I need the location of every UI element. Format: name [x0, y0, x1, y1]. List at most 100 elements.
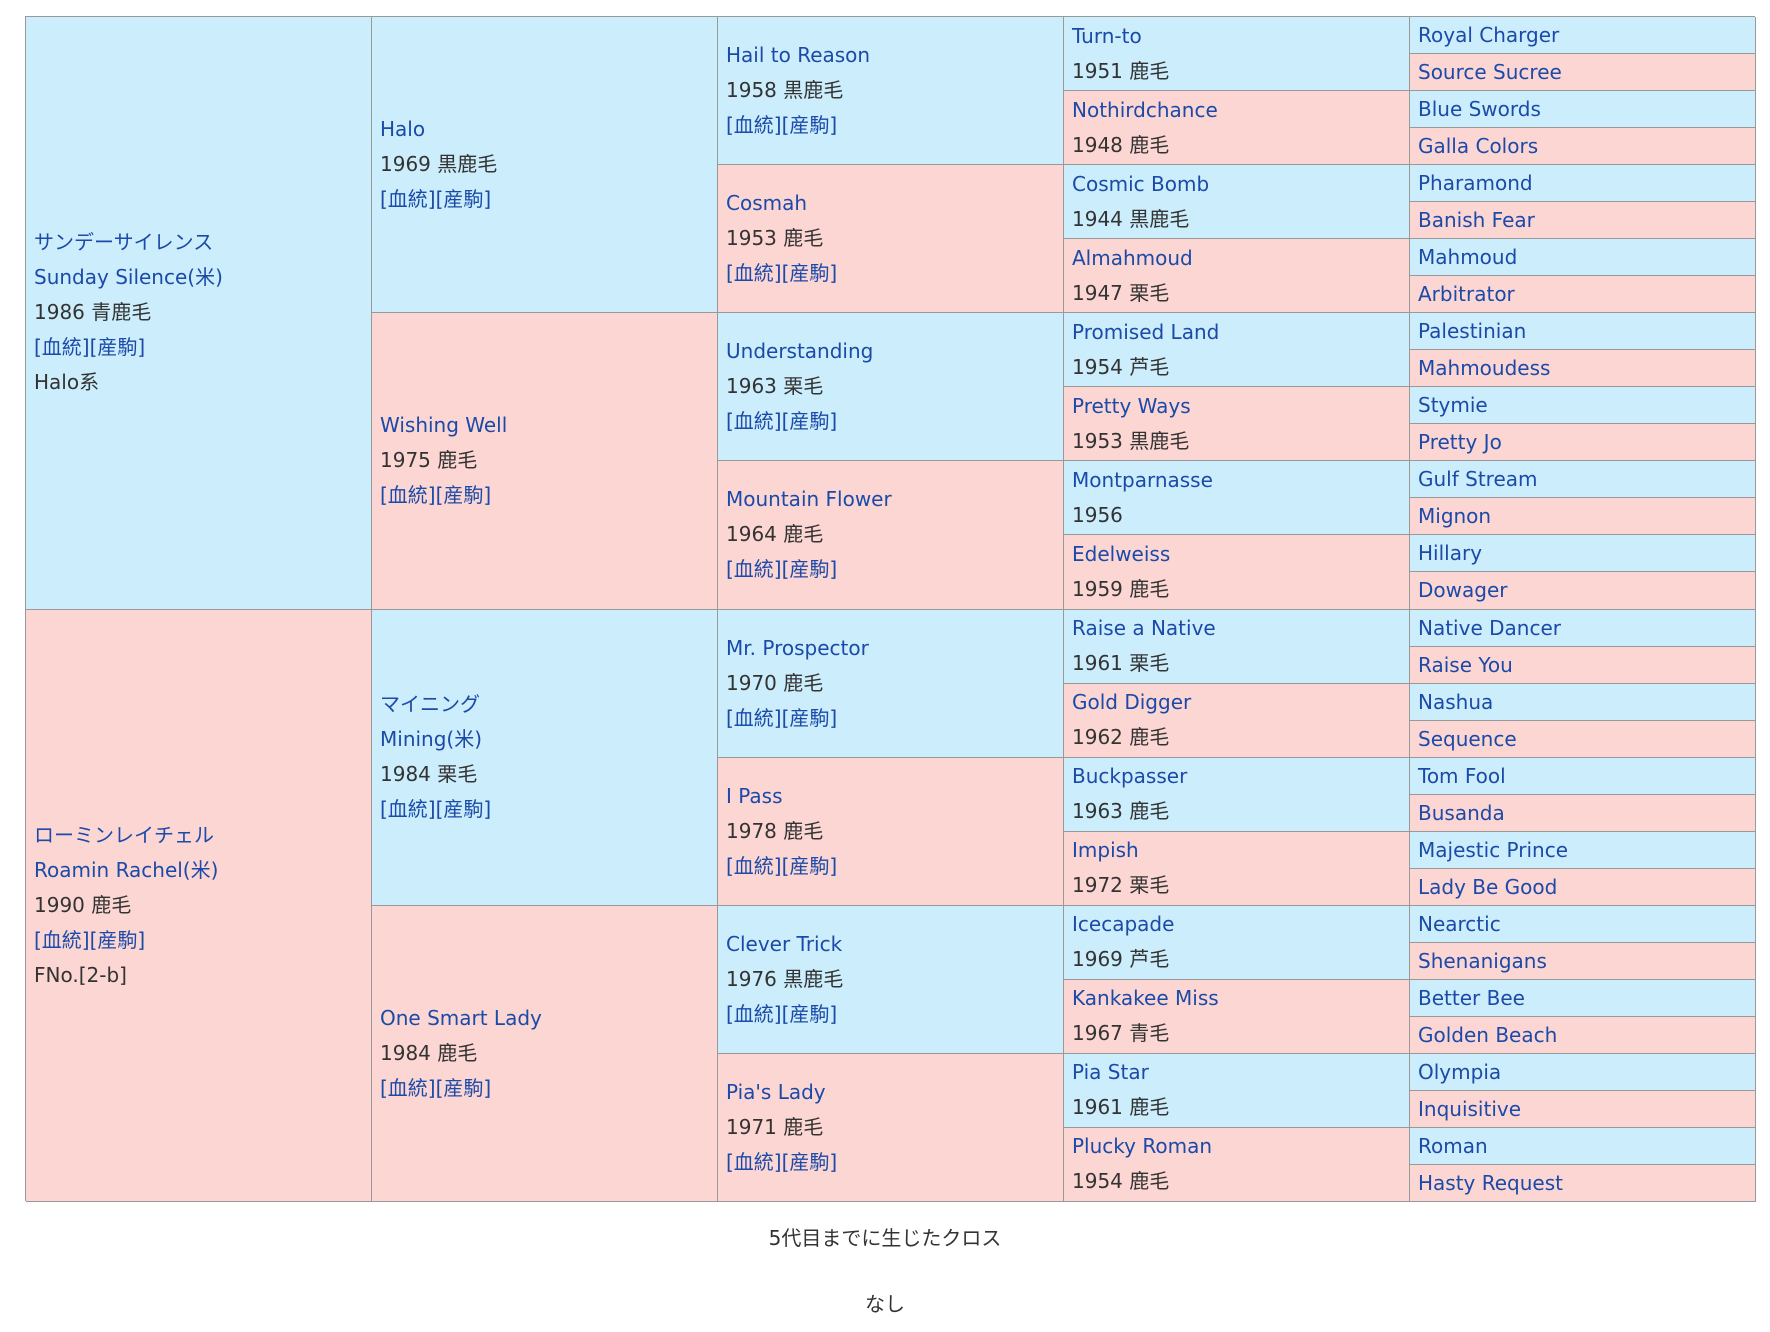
horse-name-link[interactable]: Better Bee: [1418, 985, 1525, 1010]
pedigree-cell-gen5: Galla Colors: [1410, 128, 1756, 166]
horse-pedigree-links[interactable]: [血統][産駒]: [726, 557, 838, 582]
horse-name-en-link[interactable]: Roamin Rachel(米): [34, 857, 219, 882]
horse-year-color: 1961 栗毛: [1072, 651, 1170, 676]
horse-pedigree-links[interactable]: [血統][産駒]: [726, 261, 838, 286]
horse-name-link[interactable]: I Pass: [726, 783, 783, 808]
horse-year-color: 1953 鹿毛: [726, 226, 824, 251]
horse-pedigree-links[interactable]: [血統][産駒]: [380, 187, 492, 212]
cross-value: なし: [865, 1292, 905, 1316]
horse-name-ja-link[interactable]: サンデーサイレンス: [34, 230, 214, 255]
horse-name-link[interactable]: Plucky Roman: [1072, 1134, 1212, 1159]
horse-name-link[interactable]: Hasty Request: [1418, 1170, 1563, 1195]
horse-name-link[interactable]: Olympia: [1418, 1059, 1502, 1084]
horse-name-link[interactable]: Icecapade: [1072, 912, 1175, 937]
horse-name-link[interactable]: Understanding: [726, 339, 874, 364]
horse-name-link[interactable]: Kankakee Miss: [1072, 986, 1219, 1011]
horse-name-link[interactable]: Gold Digger: [1072, 690, 1192, 715]
horse-name-link[interactable]: Turn-to: [1072, 23, 1142, 48]
horse-name-link[interactable]: Mr. Prospector: [726, 635, 869, 660]
horse-name-link[interactable]: Cosmah: [726, 191, 808, 216]
horse-pedigree-links[interactable]: [血統][産駒]: [726, 853, 838, 878]
pedigree-cell-gen5: Lady Be Good: [1410, 868, 1756, 906]
horse-name-en-link[interactable]: Mining(米): [380, 727, 483, 752]
horse-pedigree-links[interactable]: [血統][産駒]: [726, 705, 838, 730]
pedigree-cell-gen5: Stymie: [1410, 387, 1756, 425]
horse-name-link[interactable]: Inquisitive: [1418, 1096, 1522, 1121]
horse-pedigree-links[interactable]: [血統][産駒]: [380, 797, 492, 822]
horse-name-link[interactable]: Hillary: [1418, 541, 1483, 566]
horse-name-link[interactable]: One Smart Lady: [380, 1005, 542, 1030]
horse-name-link[interactable]: Palestinian: [1418, 319, 1527, 344]
horse-name-link[interactable]: Galla Colors: [1418, 134, 1539, 159]
pedigree-cell-gen3: Understanding 1963 栗毛 [血統][産駒]: [718, 313, 1064, 462]
horse-name-link[interactable]: Clever Trick: [726, 931, 843, 956]
horse-name-link[interactable]: Mahmoudess: [1418, 356, 1551, 381]
horse-name-link[interactable]: Halo: [380, 117, 426, 142]
horse-name-link[interactable]: Dowager: [1418, 578, 1508, 603]
horse-name-link[interactable]: Shenanigans: [1418, 948, 1547, 973]
horse-year-color: 1967 青毛: [1072, 1021, 1170, 1046]
horse-year-color: 1962 鹿毛: [1072, 725, 1170, 750]
horse-pedigree-links[interactable]: [血統][産駒]: [726, 113, 838, 138]
horse-name-link[interactable]: Blue Swords: [1418, 97, 1541, 122]
horse-name-link[interactable]: Cosmic Bomb: [1072, 171, 1210, 196]
horse-name-link[interactable]: Pharamond: [1418, 171, 1533, 196]
pedigree-cell-gen5: Arbitrator: [1410, 276, 1756, 314]
horse-pedigree-links[interactable]: [血統][産駒]: [34, 927, 146, 952]
horse-name-link[interactable]: Mahmoud: [1418, 245, 1518, 270]
horse-name-link[interactable]: Arbitrator: [1418, 282, 1515, 307]
horse-name-link[interactable]: Native Dancer: [1418, 615, 1561, 640]
horse-name-link[interactable]: Impish: [1072, 838, 1139, 863]
horse-name-link[interactable]: Wishing Well: [380, 413, 508, 438]
horse-pedigree-links[interactable]: [血統][産駒]: [380, 1075, 492, 1100]
horse-name-link[interactable]: Pretty Jo: [1418, 430, 1502, 455]
horse-name-link[interactable]: Sequence: [1418, 726, 1517, 751]
pedigree-cell-gen5: Blue Swords: [1410, 91, 1756, 129]
horse-name-link[interactable]: Gulf Stream: [1418, 467, 1538, 492]
horse-name-link[interactable]: Busanda: [1418, 800, 1505, 825]
horse-name-link[interactable]: Stymie: [1418, 393, 1488, 418]
horse-name-link[interactable]: Hail to Reason: [726, 43, 871, 68]
pedigree-cell-gen5: Royal Charger: [1410, 17, 1756, 55]
horse-name-link[interactable]: Tom Fool: [1418, 763, 1506, 788]
horse-name-link[interactable]: Nashua: [1418, 689, 1494, 714]
horse-name-link[interactable]: Buckpasser: [1072, 764, 1188, 789]
horse-pedigree-links[interactable]: [血統][産駒]: [34, 335, 146, 360]
horse-name-link[interactable]: Promised Land: [1072, 319, 1220, 344]
horse-name-link[interactable]: Majestic Prince: [1418, 837, 1569, 862]
horse-name-link[interactable]: Nearctic: [1418, 911, 1501, 936]
horse-name-link[interactable]: Almahmoud: [1072, 245, 1193, 270]
horse-name-link[interactable]: Pia's Lady: [726, 1079, 826, 1104]
horse-name-link[interactable]: Pretty Ways: [1072, 393, 1191, 418]
horse-name-en-link[interactable]: Sunday Silence(米): [34, 265, 223, 290]
horse-year-color: 1947 栗毛: [1072, 280, 1170, 305]
horse-pedigree-links[interactable]: [血統][産駒]: [726, 1001, 838, 1026]
horse-pedigree-links[interactable]: [血統][産駒]: [726, 1149, 838, 1174]
horse-name-link[interactable]: Golden Beach: [1418, 1022, 1558, 1047]
horse-name-ja-link[interactable]: ローミンレイチェル: [34, 822, 214, 847]
horse-name-link[interactable]: Nothirdchance: [1072, 97, 1218, 122]
horse-name-link[interactable]: Raise You: [1418, 652, 1513, 677]
horse-pedigree-links[interactable]: [血統][産駒]: [726, 409, 838, 434]
horse-name-link[interactable]: Edelweiss: [1072, 541, 1171, 566]
horse-note: Halo系: [34, 370, 100, 395]
pedigree-cell-gen2: マイニング Mining(米) 1984 栗毛 [血統][産駒]: [372, 609, 718, 906]
pedigree-cell-gen5: Inquisitive: [1410, 1090, 1756, 1128]
horse-name-link[interactable]: Pia Star: [1072, 1060, 1149, 1085]
horse-name-link[interactable]: Raise a Native: [1072, 616, 1216, 641]
horse-name-link[interactable]: Roman: [1418, 1133, 1488, 1158]
horse-pedigree-links[interactable]: [血統][産駒]: [380, 483, 492, 508]
horse-name-link[interactable]: Royal Charger: [1418, 23, 1560, 48]
horse-name-link[interactable]: Banish Fear: [1418, 208, 1535, 233]
horse-name-link[interactable]: Montparnasse: [1072, 467, 1213, 492]
horse-name-link[interactable]: Lady Be Good: [1418, 874, 1558, 899]
horse-name-ja-link[interactable]: マイニング: [380, 692, 480, 717]
horse-year-color: 1963 栗毛: [726, 374, 824, 399]
pedigree-cell-gen5: Dowager: [1410, 572, 1756, 610]
horse-name-link[interactable]: Source Sucree: [1418, 60, 1562, 85]
horse-year-color: 1964 鹿毛: [726, 522, 824, 547]
pedigree-cell-gen5: Hillary: [1410, 535, 1756, 573]
horse-name-link[interactable]: Mountain Flower: [726, 487, 892, 512]
horse-name-link[interactable]: Mignon: [1418, 504, 1492, 529]
pedigree-cell-gen5: Pharamond: [1410, 165, 1756, 203]
